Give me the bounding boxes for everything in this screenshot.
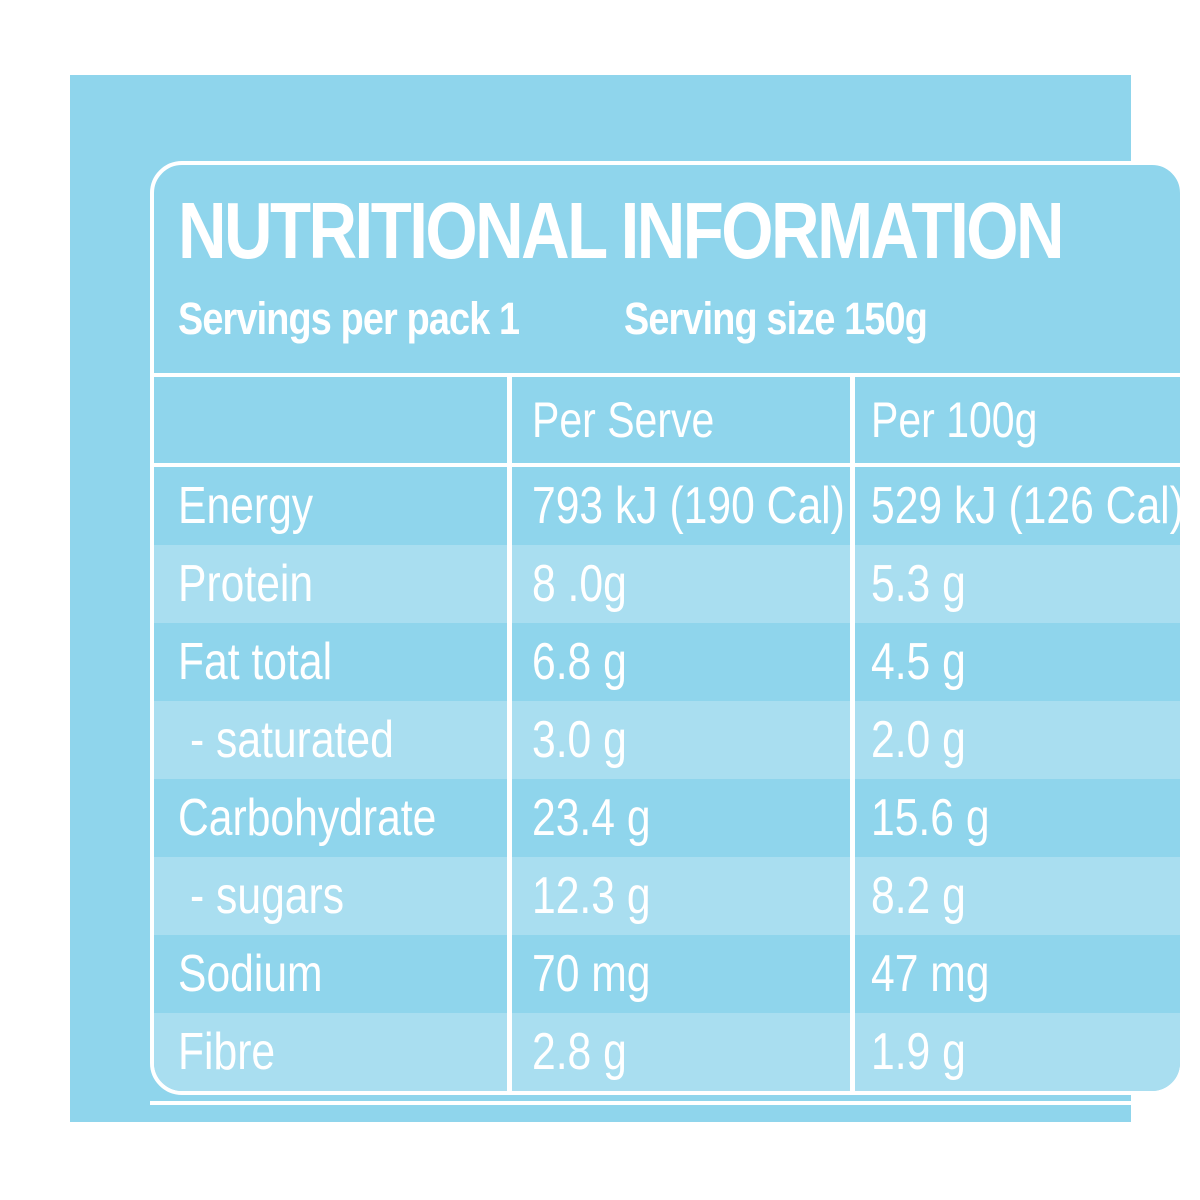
- per-100g-value: 8.2 g: [850, 857, 1180, 935]
- header-nutrient: [154, 377, 507, 463]
- nutrient-name: Energy: [178, 477, 314, 535]
- nutrient-name: Sodium: [178, 945, 323, 1003]
- per-serve-value: 23.4 g: [507, 779, 850, 857]
- per-100g-value: 1.9 g: [850, 1013, 1180, 1091]
- nutrition-label: NUTRITIONAL INFORMATION Servings per pac…: [70, 75, 1191, 1179]
- per-100g-value: 2.0 g: [850, 701, 1180, 779]
- header-per-serve: Per Serve: [507, 377, 850, 463]
- table-row: - saturated 3.0 g 2.0 g: [154, 701, 1180, 779]
- table-row: Protein 8 .0g 5.3 g: [154, 545, 1180, 623]
- serving-size: Serving size 150g: [624, 293, 928, 344]
- per-100g-value: 5.3 g: [850, 545, 1180, 623]
- label-title: NUTRITIONAL INFORMATION: [178, 186, 1065, 275]
- footnote: *Recommended Daily Intake: [174, 1121, 715, 1179]
- per-serve-value: 793 kJ (190 Cal): [507, 467, 850, 545]
- nutrient-name: Carbohydrate: [178, 789, 437, 847]
- per-serve-value: 6.8 g: [507, 623, 850, 701]
- table-row: Carbohydrate 23.4 g 15.6 g: [154, 779, 1180, 857]
- footnote-box: *Recommended Daily Intake: [150, 1101, 1191, 1189]
- table-row: - sugars 12.3 g 8.2 g: [154, 857, 1180, 935]
- label-frame: NUTRITIONAL INFORMATION Servings per pac…: [150, 161, 1184, 1095]
- per-100g-value: 4.5 g: [850, 623, 1180, 701]
- nutrient-name: - saturated: [190, 711, 394, 769]
- nutrient-name: Fibre: [178, 1023, 276, 1081]
- per-serve-value: 3.0 g: [507, 701, 850, 779]
- per-serve-value: 70 mg: [507, 935, 850, 1013]
- per-100g-value: 529 kJ (126 Cal): [850, 467, 1180, 545]
- nutrient-name: - sugars: [190, 867, 345, 925]
- table-row: Fat total 6.8 g 4.5 g: [154, 623, 1180, 701]
- header-per-100g: Per 100g: [850, 377, 1180, 463]
- nutrient-name: Fat total: [178, 633, 333, 691]
- per-100g-value: 47 mg: [850, 935, 1180, 1013]
- per-100g-value: 15.6 g: [850, 779, 1180, 857]
- table-row: Sodium 70 mg 47 mg: [154, 935, 1180, 1013]
- nutrient-name: Protein: [178, 555, 314, 613]
- per-serve-value: 2.8 g: [507, 1013, 850, 1091]
- servings-per-pack: Servings per pack 1: [178, 293, 520, 344]
- table-row: Fibre 2.8 g 1.9 g: [154, 1013, 1180, 1091]
- table-row: Energy 793 kJ (190 Cal) 529 kJ (126 Cal): [154, 467, 1180, 545]
- nutrition-table: Per Serve Per 100g Energy 793 kJ (190 Cal…: [154, 373, 1180, 1091]
- table-header-row: Per Serve Per 100g: [154, 377, 1180, 467]
- per-serve-value: 12.3 g: [507, 857, 850, 935]
- per-serve-value: 8 .0g: [507, 545, 850, 623]
